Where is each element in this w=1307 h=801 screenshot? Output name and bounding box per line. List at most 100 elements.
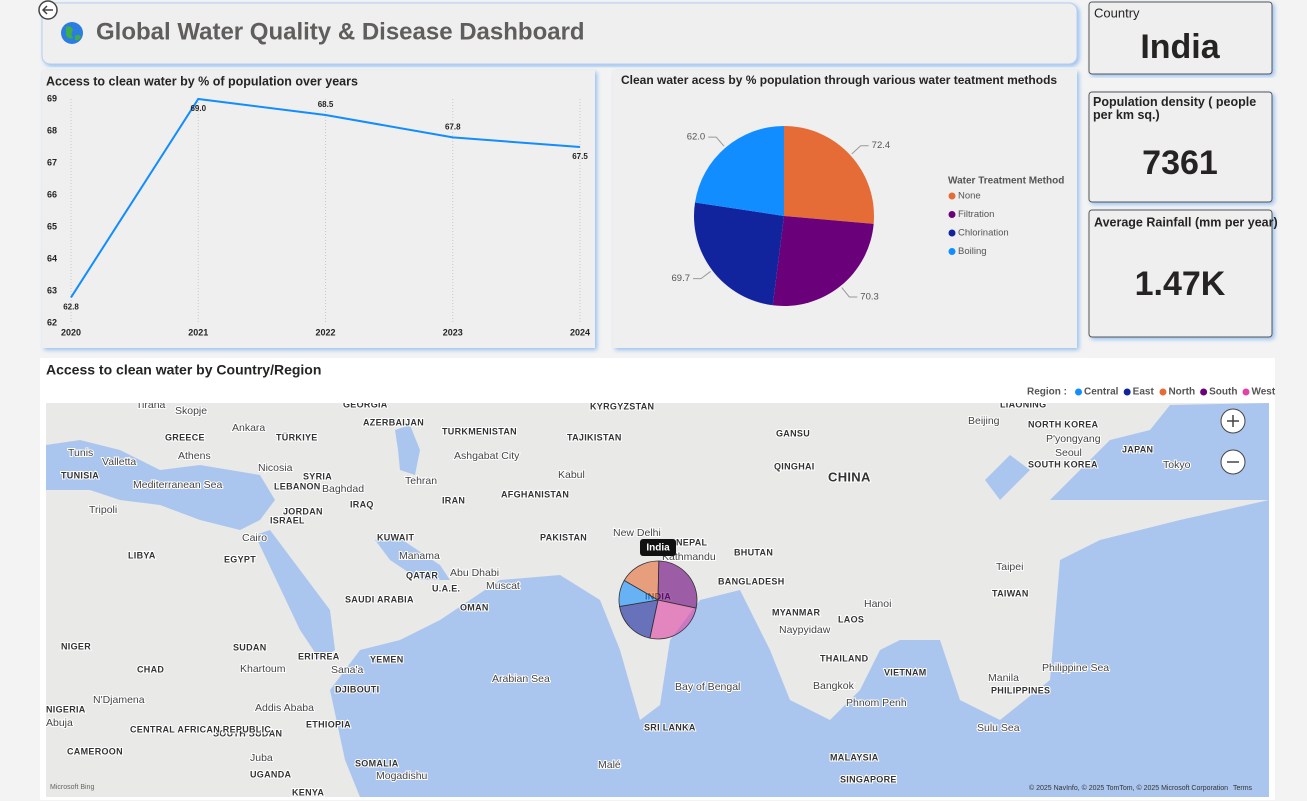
map-label: SOMALIA: [355, 758, 399, 768]
line-series: [70, 97, 581, 298]
map-label: Sana'a: [331, 664, 364, 676]
map-label: SINGAPORE: [840, 774, 897, 784]
map-label: Abu Dhabi: [450, 567, 499, 579]
map-label: Tunis: [68, 447, 93, 459]
card-panel: [1088, 1, 1273, 75]
x-tick-label: 2023: [443, 327, 463, 337]
header-panel: [41, 2, 1078, 65]
map-label: TURKMENISTAN: [442, 426, 517, 436]
map-label: LEBANON: [274, 481, 321, 491]
legend-marker: [948, 211, 956, 218]
map-label: Baghdad: [322, 483, 364, 495]
map-label: Cairo: [242, 532, 267, 544]
map-label: JAPAN: [1122, 444, 1153, 454]
x-tick-label: 2022: [315, 327, 335, 337]
map-label: Addis Ababa: [255, 702, 314, 714]
map-label: CHAD: [137, 664, 164, 674]
map-label: SYRIA: [303, 471, 332, 481]
map-label: Khartoum: [240, 663, 286, 675]
sea: [375, 535, 450, 580]
map-label: BANGLADESH: [718, 576, 785, 586]
leader-line: [693, 271, 711, 280]
map-label: Nicosia: [258, 462, 293, 474]
data-label: 72.4: [872, 140, 891, 151]
data-label: 69.0: [190, 104, 206, 113]
y-tick-label: 67: [47, 157, 57, 167]
chart-title: Clean water acess by % population throug…: [621, 73, 1057, 87]
sea: [985, 455, 1030, 500]
map-label: DJIBOUTI: [335, 684, 379, 694]
map-label: N'Djamena: [93, 694, 145, 706]
map-label: Seoul: [1055, 447, 1082, 459]
map-label: U.A.E.: [432, 583, 460, 593]
map-label: QINGHAI: [774, 461, 815, 471]
map-label: AFGHANISTAN: [501, 489, 569, 499]
map-label: Philippine Sea: [1042, 662, 1109, 674]
tooltip-text: India: [646, 543, 670, 554]
seas: [46, 403, 1269, 797]
globe-icon: [61, 22, 83, 44]
map-label: BHUTAN: [734, 547, 773, 557]
sea: [330, 500, 1269, 797]
card-panel: [1088, 209, 1273, 338]
legend-label: Boiling: [958, 246, 987, 257]
map-label: Tehran: [405, 475, 437, 487]
line-chart-panel: [42, 70, 595, 348]
map-label: LIAONING: [1000, 399, 1046, 409]
map-label: ERITREA: [298, 651, 340, 661]
map-label: IRAQ: [350, 499, 374, 509]
map-label: LIBYA: [128, 550, 156, 560]
y-tick-label: 62: [47, 317, 57, 327]
legend-marker: [1159, 388, 1167, 396]
card-label: Average Rainfall (mm per year): [1094, 215, 1278, 229]
pie-slice: [694, 202, 784, 306]
data-label: 68.5: [318, 100, 334, 109]
pie-slice: [695, 126, 784, 216]
legend-marker: [1123, 388, 1131, 396]
map-label: Muscat: [486, 580, 520, 592]
tooltip: [640, 539, 676, 556]
map-label: MYANMAR: [772, 607, 820, 617]
x-tick-label: 2020: [61, 327, 81, 337]
map-label: UGANDA: [250, 769, 291, 779]
card-value: 1.47K: [1135, 265, 1226, 303]
map-label: Beijing: [968, 415, 1000, 427]
map-label: JORDAN: [283, 506, 323, 516]
map-label: Manama: [399, 550, 440, 562]
legend-label: North: [1168, 387, 1195, 398]
legend-label: Central: [1084, 387, 1119, 398]
map-pie-slice: [619, 599, 659, 639]
map-label: Juba: [250, 752, 273, 764]
legend-marker: [948, 229, 956, 237]
map-label: Athens: [178, 450, 211, 462]
map-attribution: © 2025 NavInfo, © 2025 TomTom, © 2025 Mi…: [1029, 784, 1228, 792]
map-label: IRAN: [442, 495, 465, 505]
map-label: LAOS: [838, 614, 864, 624]
data-label: 69.7: [672, 273, 691, 284]
map-label: Manila: [988, 672, 1019, 684]
legend-marker: [1075, 388, 1082, 396]
y-tick-label: 63: [47, 285, 57, 295]
map-label: Kabul: [558, 469, 585, 481]
map-label: Mogadishu: [376, 770, 428, 782]
map-label: KYRGYZSTAN: [590, 401, 654, 411]
map-label: QATAR: [406, 570, 438, 580]
card-label: Population density ( people per km sq.): [1093, 96, 1257, 122]
legend-marker: [1200, 388, 1208, 396]
sea: [255, 530, 335, 660]
legend-marker: [948, 248, 956, 255]
map-label: NEPAL: [676, 537, 708, 547]
map-label: Hanoi: [864, 598, 891, 610]
map-title: Access to clean water by Country/Region: [46, 362, 321, 378]
map-terms[interactable]: Terms: [1233, 785, 1253, 792]
map-label: Bangkok: [813, 680, 855, 692]
legend-label: Chlorination: [958, 228, 1009, 239]
dashboard-title: Global Water Quality & Disease Dashboard: [96, 18, 585, 45]
map-label: ETHIOPIA: [306, 719, 351, 729]
data-label: 62.0: [687, 132, 706, 143]
map-label: Arabian Sea: [492, 673, 550, 685]
map-label: ISRAEL: [270, 515, 305, 525]
map-label: Tirana: [136, 399, 166, 411]
map-label: VIETNAM: [884, 667, 927, 677]
